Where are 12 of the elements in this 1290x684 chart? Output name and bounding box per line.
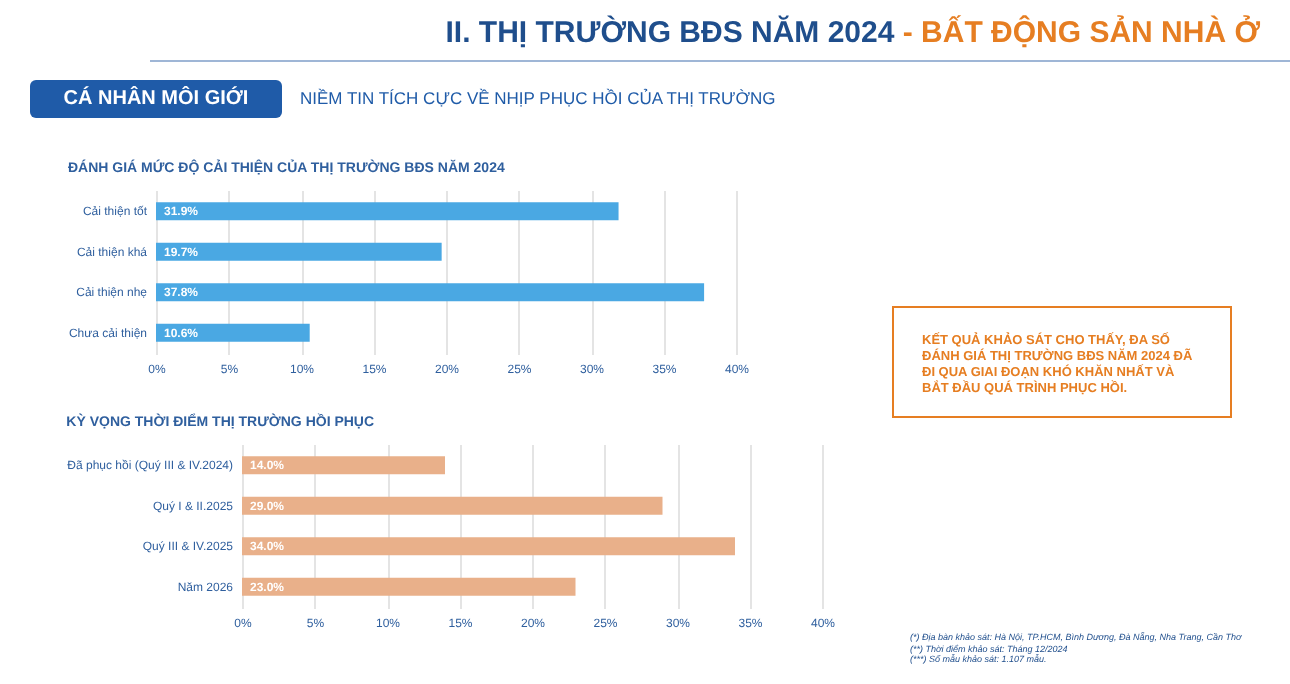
text: II. THỊ TRƯỜNG BĐS NĂM 2024 xyxy=(445,16,895,50)
bar xyxy=(156,202,619,221)
bar xyxy=(242,496,663,515)
bar xyxy=(242,577,576,596)
bar xyxy=(242,456,445,475)
bar xyxy=(156,283,705,302)
bar xyxy=(156,323,310,342)
text: NIỀM TIN TÍCH CỰC VỀ NHỊP PHỤC HỒI CỦA THỊ TRƯỜNG xyxy=(300,88,776,108)
text: CÁ NHÂN MÔI GIỚI xyxy=(30,80,282,118)
text: - BẤT ĐỘNG SẢN NHÀ Ở xyxy=(902,16,1260,50)
bar xyxy=(242,537,735,556)
bar xyxy=(156,242,442,261)
